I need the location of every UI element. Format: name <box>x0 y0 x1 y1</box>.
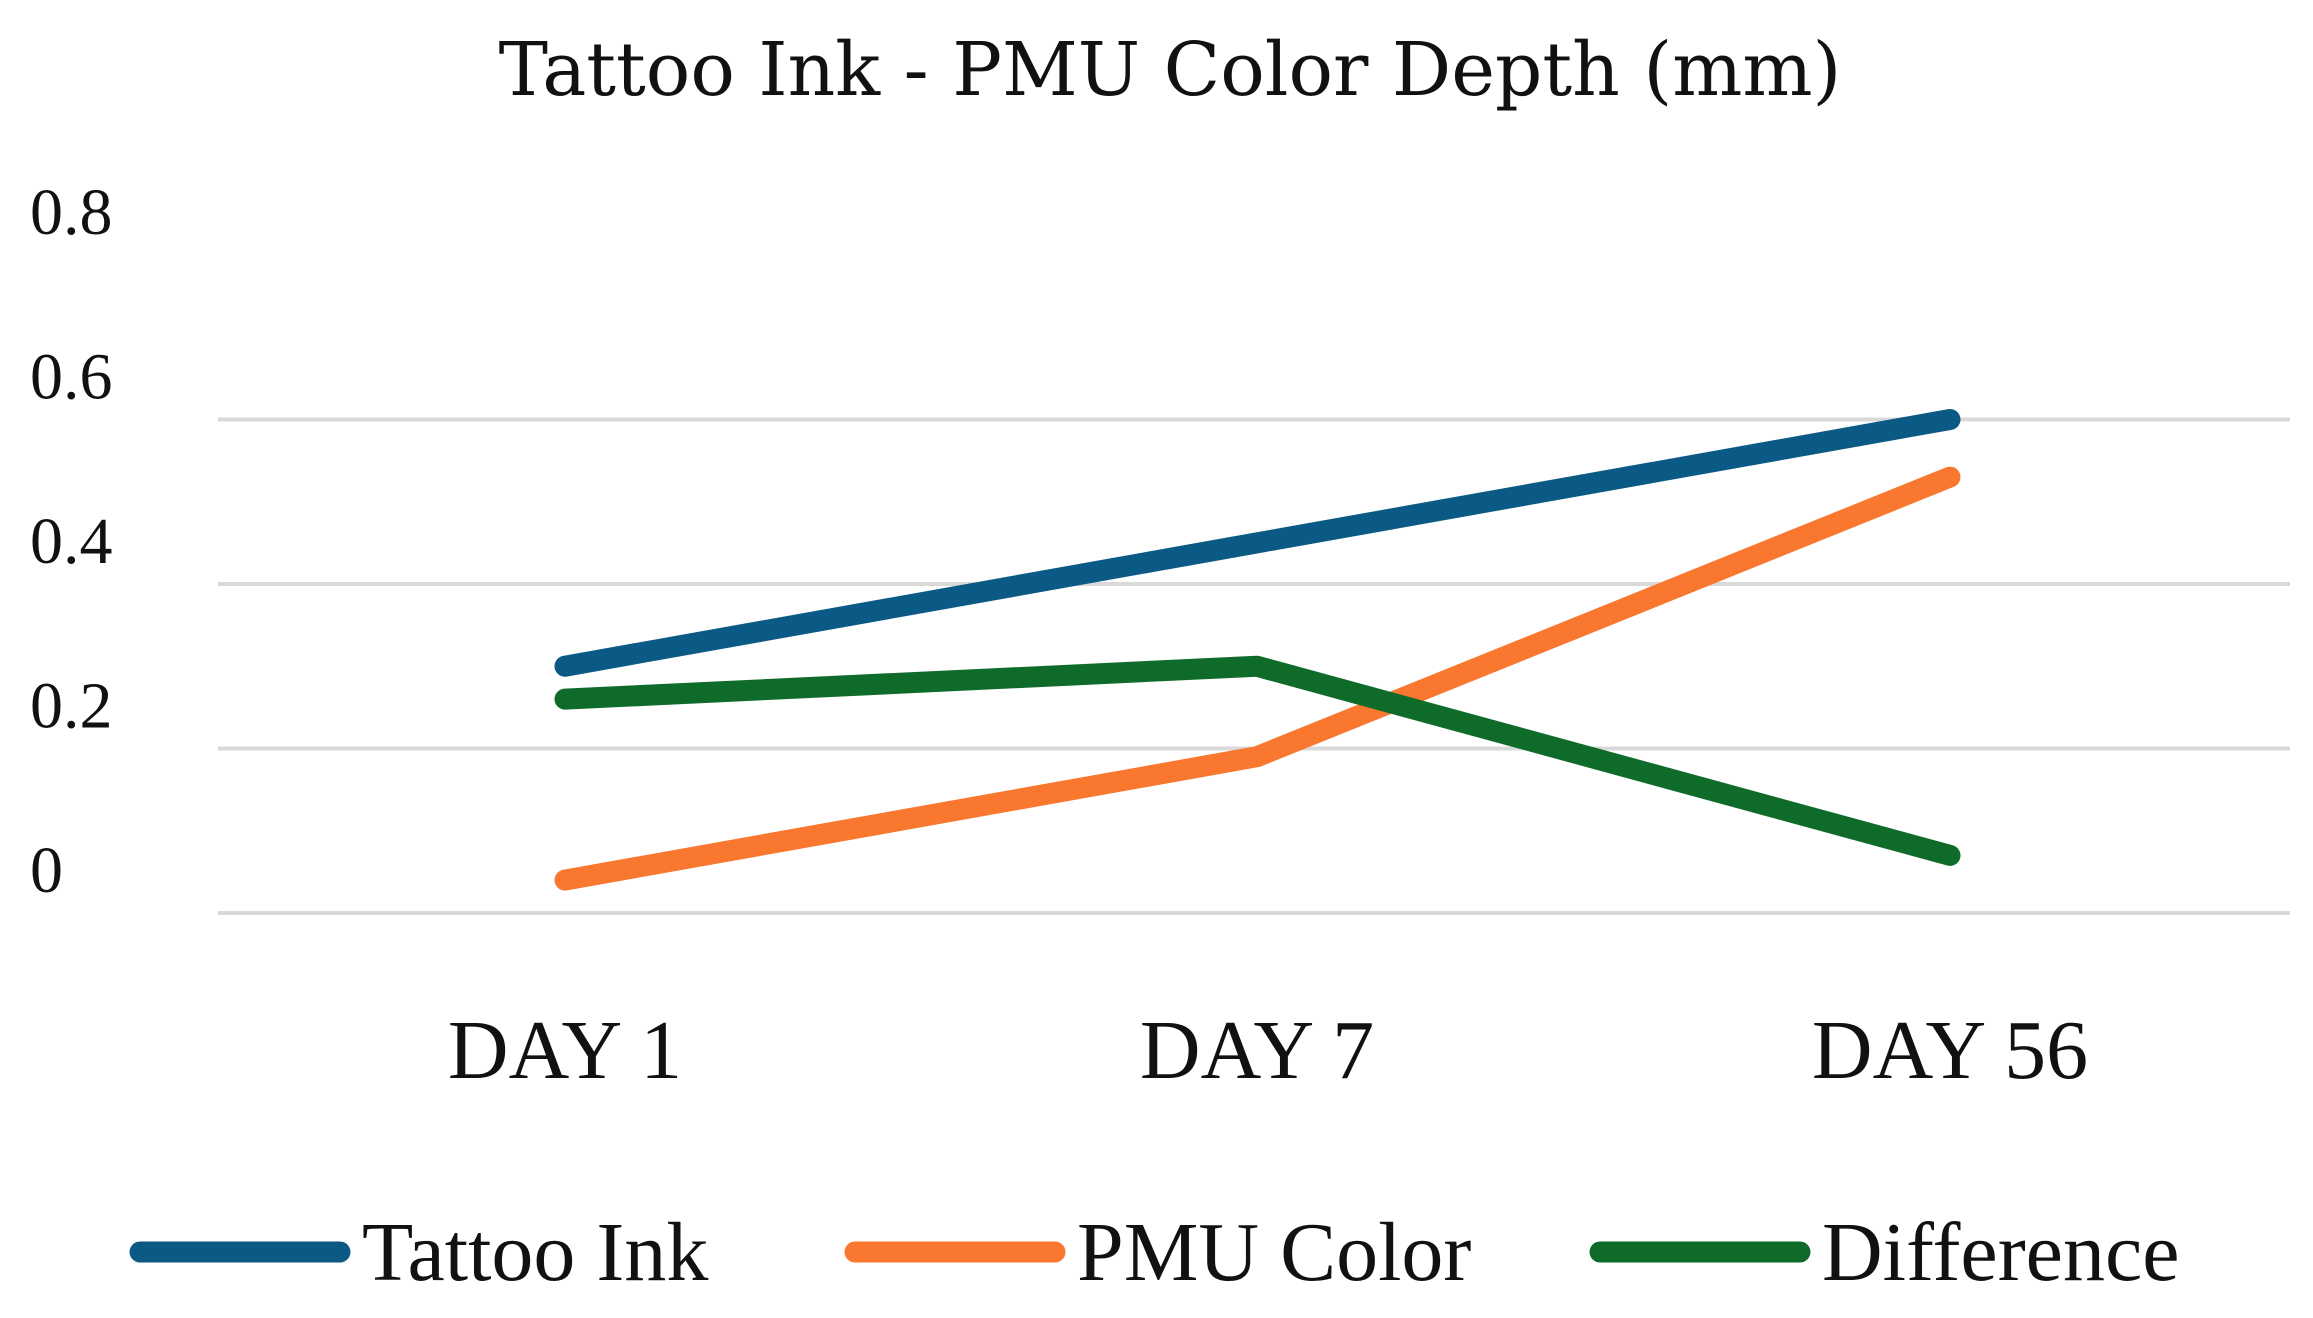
y-tick-label: 0.4 <box>30 505 113 578</box>
legend-item-difference: Difference <box>1589 1206 2180 1299</box>
y-tick-label: 0 <box>30 834 63 907</box>
y-tick-label: 0.2 <box>30 670 113 743</box>
y-tick-label: 0.8 <box>30 176 113 249</box>
legend-label: PMU Color <box>1077 1206 1471 1299</box>
legend-label: Tattoo Ink <box>362 1206 708 1299</box>
y-axis-ticks: 0 0.2 0.4 0.6 0.8 <box>30 176 113 907</box>
legend-label: Difference <box>1822 1206 2180 1299</box>
y-tick-label: 0.6 <box>30 341 113 414</box>
x-tick-label: DAY 56 <box>1812 1004 2088 1097</box>
legend: Tattoo Ink PMU Color Difference <box>129 1206 2180 1299</box>
chart-title: Tattoo Ink - PMU Color Depth (mm) <box>499 27 1842 113</box>
series-line-tattoo-ink <box>554 409 1961 677</box>
x-axis-ticks: DAY 1 DAY 7 DAY 56 <box>448 1004 2088 1097</box>
series-line-difference <box>554 655 1961 866</box>
legend-item-pmu-color: PMU Color <box>844 1206 1471 1299</box>
series-line-pmu-color <box>554 466 1961 891</box>
legend-item-tattoo-ink: Tattoo Ink <box>129 1206 708 1299</box>
series-lines <box>554 409 1961 891</box>
x-tick-label: DAY 1 <box>448 1004 682 1097</box>
x-tick-label: DAY 7 <box>1140 1004 1374 1097</box>
